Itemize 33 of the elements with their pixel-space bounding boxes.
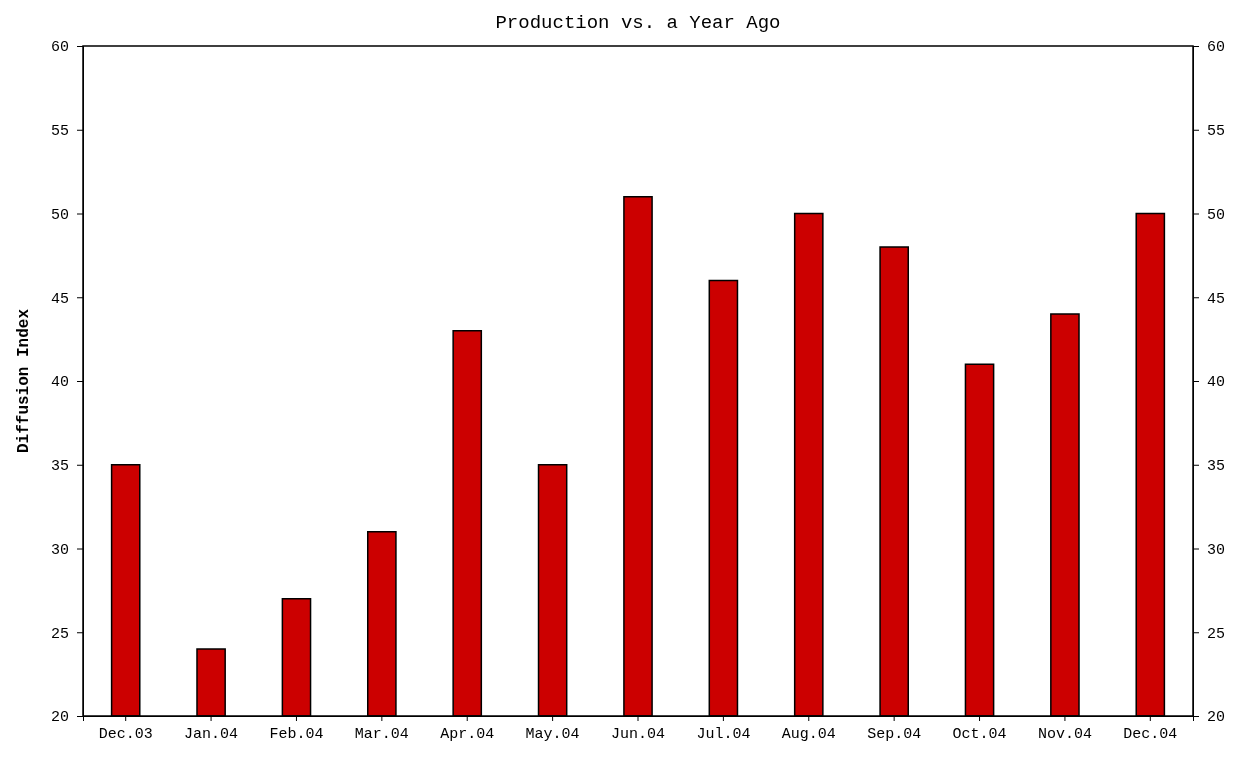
y-tick-label: 45 [50,290,69,308]
y-tick-label: 55 [50,123,69,141]
y-tick-label: 20 [50,709,69,727]
y-tick-label: 50 [50,206,69,224]
y2-tick-label: 50 [1207,206,1226,224]
y-tick-label: 60 [50,39,69,57]
x-tick-label: Sep.04 [867,725,922,743]
chart-title: Production vs. a Year Ago [495,12,781,34]
x-tick-label: Jan.04 [184,725,239,743]
y2-tick-label: 45 [1207,290,1226,308]
x-tick-label: Dec.04 [1123,725,1178,743]
x-tick-label: Aug.04 [781,725,836,743]
y-tick-label: 25 [50,625,69,643]
y-axis-title: Diffusion Index [15,308,33,454]
x-tick-label: Nov.04 [1037,725,1092,743]
y-tick-label: 40 [50,374,69,392]
x-tick-label: Oct.04 [952,725,1007,743]
x-tick-label: Jun.04 [610,725,666,743]
y2-tick-label: 35 [1207,458,1226,476]
y2-tick-label: 20 [1207,709,1226,727]
x-tick-label: Dec.03 [98,725,153,743]
y2-tick-label: 60 [1207,39,1226,57]
y2-tick-label: 40 [1207,374,1226,392]
x-tick-label: May.04 [525,725,580,743]
y-tick-label: 30 [50,541,69,559]
y2-tick-label: 55 [1207,123,1226,141]
y-tick-label: 35 [50,458,69,476]
x-tick-label: Jul.04 [696,725,751,743]
x-tick-label: Apr.04 [440,725,495,743]
x-tick-label: Mar.04 [354,725,409,743]
x-tick-label: Feb.04 [269,725,324,743]
y2-tick-label: 30 [1207,541,1226,559]
y2-tick-label: 25 [1207,625,1226,643]
